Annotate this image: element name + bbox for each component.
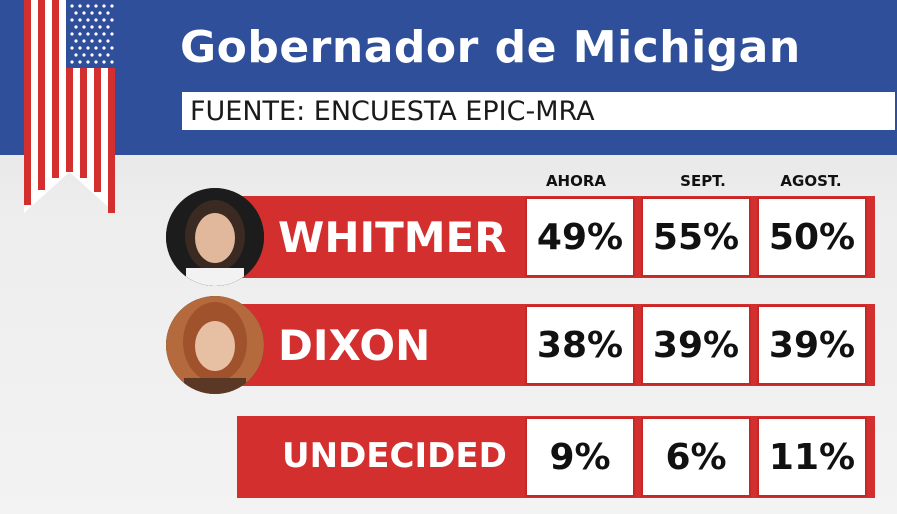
- dixon-ahora-value: 38%: [525, 305, 635, 385]
- column-header-ahora: AHORA: [545, 172, 607, 190]
- undecided-agost-value: 11%: [757, 417, 867, 497]
- undecided-sept-value: 6%: [641, 417, 751, 497]
- whitmer-agost-value: 50%: [757, 197, 867, 277]
- dixon-photo: [166, 296, 264, 394]
- column-header-sept: SEPT.: [680, 172, 726, 190]
- undecided-label: UNDECIDED: [282, 436, 507, 476]
- whitmer-sept-value: 55%: [641, 197, 751, 277]
- dixon-agost-value: 39%: [757, 305, 867, 385]
- candidate-name-whitmer: WHITMER: [278, 213, 507, 262]
- candidate-name-dixon: DIXON: [278, 321, 431, 370]
- page-title: Gobernador de Michigan: [180, 22, 801, 73]
- source-subtitle: FUENTE: ENCUESTA EPIC-MRA: [190, 96, 595, 127]
- us-flag-icon: [24, 0, 115, 213]
- dixon-sept-value: 39%: [641, 305, 751, 385]
- subtitle-bar: [182, 92, 895, 130]
- whitmer-ahora-value: 49%: [525, 197, 635, 277]
- undecided-ahora-value: 9%: [525, 417, 635, 497]
- whitmer-photo: [166, 188, 264, 286]
- column-header-agost: AGOST.: [780, 172, 842, 190]
